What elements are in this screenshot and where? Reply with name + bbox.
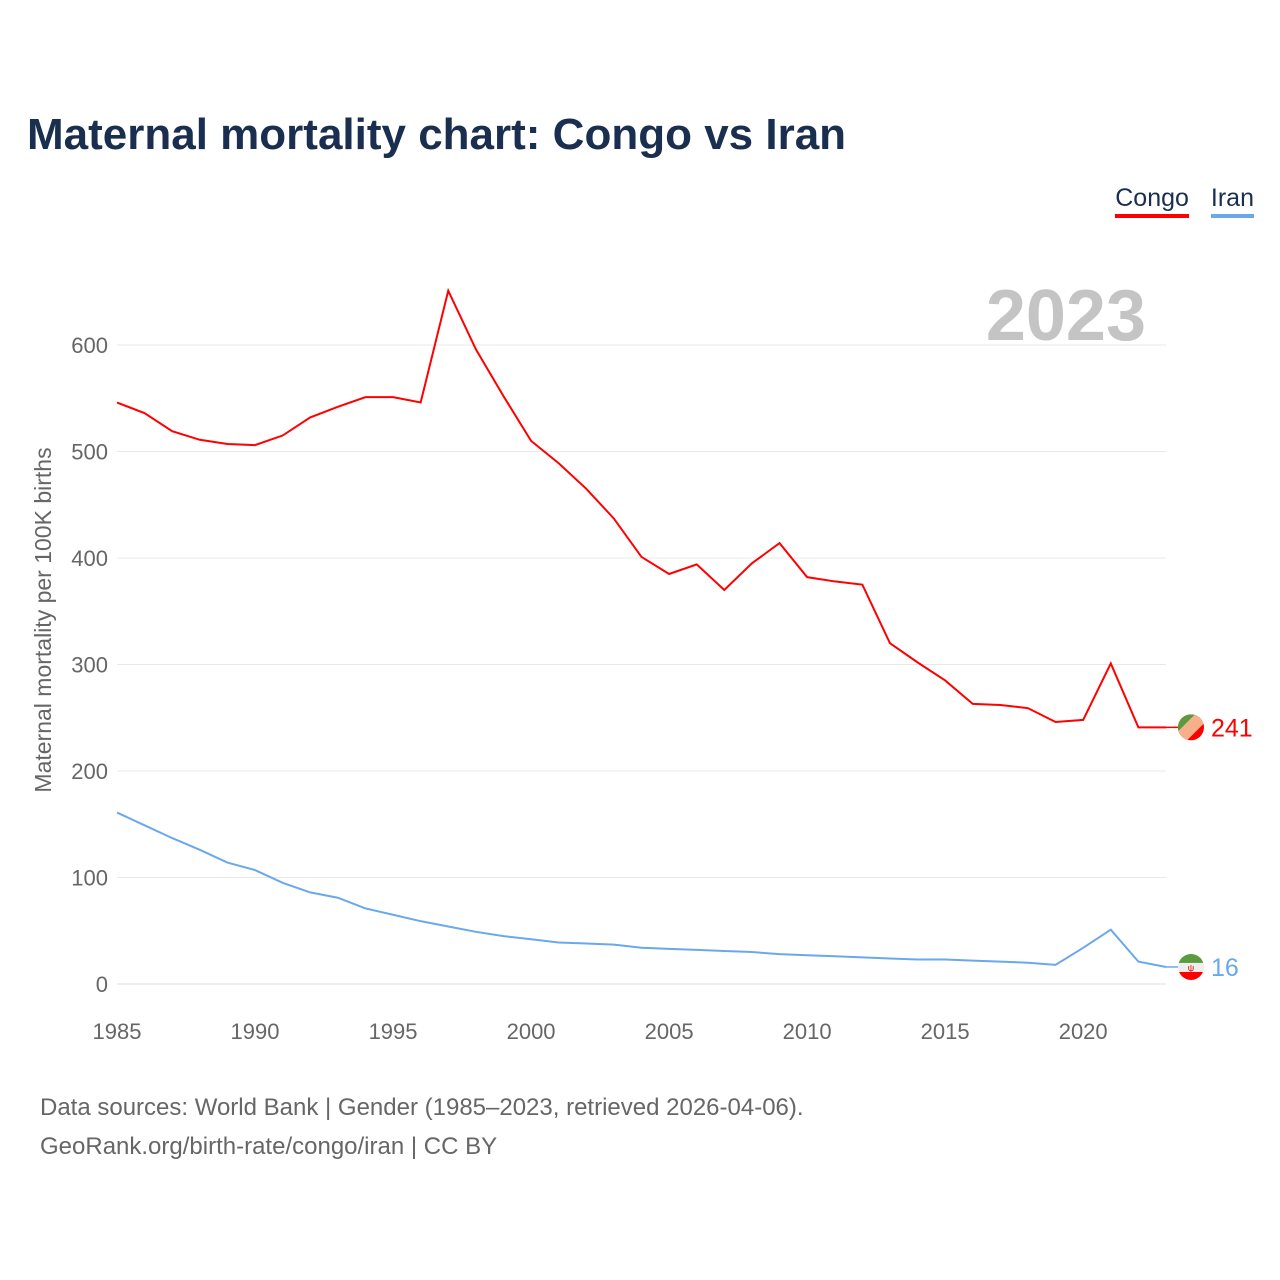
x-tick-label: 2020 bbox=[1059, 1019, 1108, 1044]
y-axis-label: Maternal mortality per 100K births bbox=[30, 447, 56, 792]
flag-iran-icon: ψ bbox=[1178, 953, 1204, 980]
source-line-1: Data sources: World Bank | Gender (1985–… bbox=[40, 1094, 804, 1121]
source-line-2[interactable]: GeoRank.org/birth-rate/congo/iran | CC B… bbox=[40, 1133, 498, 1160]
svg-text:ψ: ψ bbox=[1188, 963, 1194, 973]
source-note: Data sources: World Bank | Gender (1985–… bbox=[40, 1088, 804, 1166]
y-tick-label: 100 bbox=[71, 866, 108, 891]
series-line-congo bbox=[116, 287, 1166, 729]
y-tick-label: 600 bbox=[71, 333, 108, 358]
y-tick-label: 400 bbox=[71, 546, 108, 571]
y-tick-label: 0 bbox=[96, 972, 108, 997]
chart-title: Maternal mortality chart: Congo vs Iran bbox=[27, 110, 847, 159]
x-tick-label: 1990 bbox=[231, 1019, 280, 1044]
x-tick-label: 2000 bbox=[507, 1019, 556, 1044]
end-value-label: 241 bbox=[1211, 714, 1253, 742]
x-tick-label: 2010 bbox=[783, 1019, 832, 1044]
series-line-iran bbox=[116, 811, 1167, 968]
year-watermark: 2023 bbox=[986, 276, 1146, 356]
y-tick-label: 300 bbox=[71, 653, 108, 678]
x-tick-label: 1985 bbox=[93, 1019, 142, 1044]
x-tick-label: 2005 bbox=[645, 1019, 694, 1044]
legend-congo[interactable]: Congo bbox=[1115, 184, 1189, 218]
y-tick-label: 500 bbox=[71, 440, 108, 465]
end-value-label: 16 bbox=[1211, 954, 1239, 982]
x-tick-label: 2015 bbox=[921, 1019, 970, 1044]
legend-iran[interactable]: Iran bbox=[1210, 184, 1254, 218]
legend: Congo Iran bbox=[1115, 184, 1254, 218]
x-tick-label: 1995 bbox=[369, 1019, 418, 1044]
y-tick-label: 200 bbox=[71, 759, 108, 784]
flag-congo-icon bbox=[1178, 714, 1204, 741]
